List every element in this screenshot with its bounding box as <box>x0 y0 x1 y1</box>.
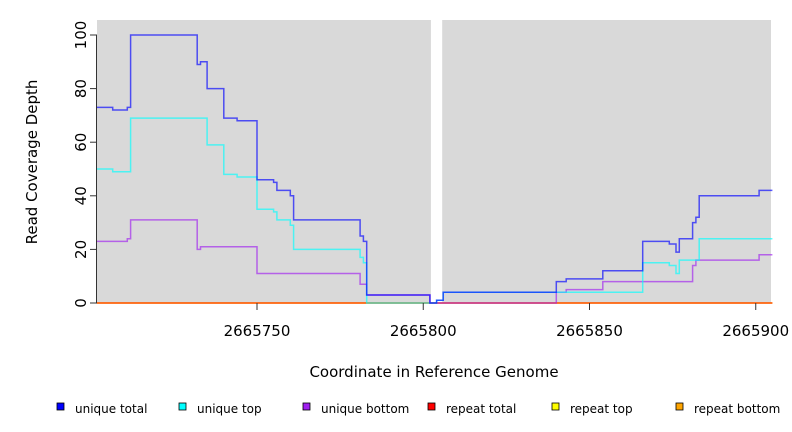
y-tick-label: 20 <box>72 240 90 259</box>
y-tick-label: 80 <box>72 79 90 98</box>
y-tick-label: 60 <box>72 133 90 152</box>
legend-label: repeat top <box>570 402 633 416</box>
axes-layer: 0 20 40 60 80 100 2665750 2665800 2665850 2665900 <box>72 21 789 340</box>
legend-label: unique top <box>197 402 262 416</box>
legend-swatch <box>427 402 436 411</box>
legend-label: repeat bottom <box>694 402 780 416</box>
x-tick-label: 2665800 <box>390 322 457 340</box>
y-tick-label: 0 <box>72 298 90 308</box>
legend-swatch <box>675 402 684 411</box>
x-axis-label: Coordinate in Reference Genome <box>309 363 558 381</box>
legend-label: repeat total <box>446 402 516 416</box>
series-layer <box>96 34 773 304</box>
y-axis-label: Read Coverage Depth <box>23 80 41 245</box>
x-tick-label: 2665850 <box>556 322 623 340</box>
legend-label: unique total <box>75 402 147 416</box>
series-line-unique-top <box>96 117 773 304</box>
series-line-unique-total <box>96 34 773 304</box>
y-tick-label: 100 <box>72 21 90 50</box>
legend-label: unique bottom <box>321 402 409 416</box>
y-tick-label: 40 <box>72 186 90 205</box>
gap-region <box>430 20 443 303</box>
x-tick-label: 2665900 <box>722 322 789 340</box>
legend-swatch <box>302 402 311 411</box>
x-tick-label: 2665750 <box>224 322 291 340</box>
legend-swatch <box>56 402 65 411</box>
legend: unique total unique top unique bottom repea… <box>56 402 780 416</box>
legend-swatch <box>551 402 560 411</box>
legend-swatch <box>178 402 187 411</box>
